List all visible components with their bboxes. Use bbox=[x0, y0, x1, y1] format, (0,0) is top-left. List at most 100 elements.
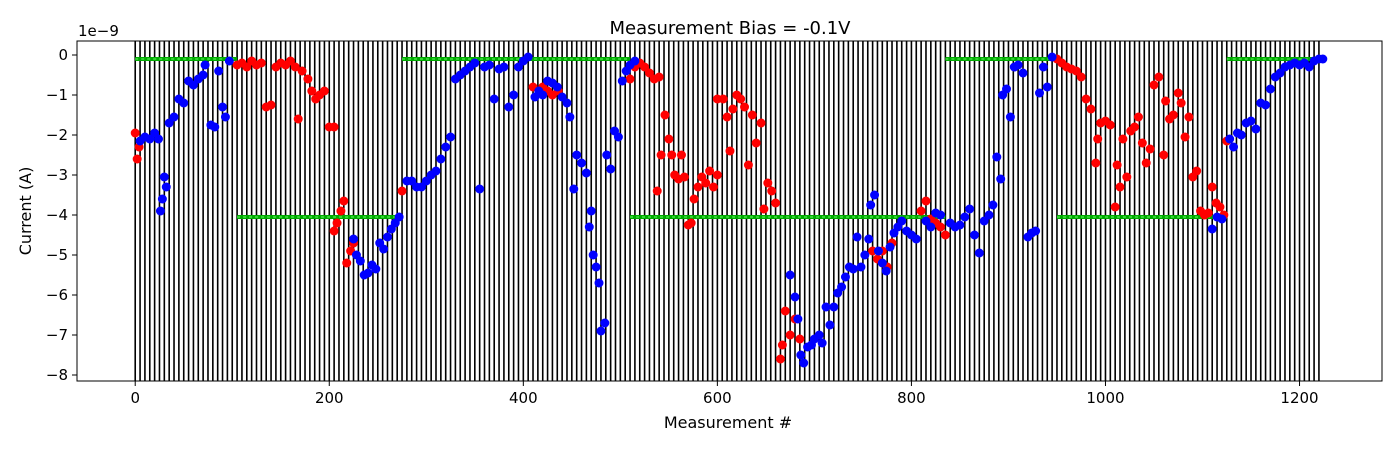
data-point bbox=[1110, 202, 1120, 212]
data-point bbox=[640, 62, 650, 72]
y-tick-label: −5 bbox=[46, 246, 68, 264]
data-point bbox=[617, 76, 627, 86]
data-point bbox=[1246, 116, 1256, 126]
data-point bbox=[625, 74, 635, 84]
data-point bbox=[220, 112, 230, 122]
data-point bbox=[499, 62, 509, 72]
data-point bbox=[1105, 120, 1115, 130]
data-point bbox=[916, 206, 926, 216]
data-point bbox=[848, 264, 858, 274]
data-point bbox=[1118, 134, 1128, 144]
data-point bbox=[1112, 160, 1122, 170]
data-point bbox=[504, 102, 514, 112]
data-point bbox=[586, 206, 596, 216]
data-point bbox=[1192, 166, 1202, 176]
data-point bbox=[1086, 104, 1096, 114]
data-point bbox=[1130, 122, 1140, 132]
data-point bbox=[557, 92, 567, 102]
data-point bbox=[446, 132, 456, 142]
y-tick-label: −3 bbox=[46, 166, 68, 184]
data-point bbox=[664, 134, 674, 144]
data-point bbox=[660, 110, 670, 120]
data-point bbox=[799, 358, 809, 368]
data-point bbox=[1149, 80, 1159, 90]
data-point bbox=[829, 302, 839, 312]
data-point bbox=[743, 160, 753, 170]
data-point bbox=[1304, 62, 1314, 72]
data-point bbox=[940, 230, 950, 240]
x-tick-label: 1200 bbox=[1280, 389, 1318, 407]
data-point bbox=[936, 210, 946, 220]
data-point bbox=[840, 272, 850, 282]
data-point bbox=[1207, 224, 1217, 234]
data-point bbox=[652, 186, 662, 196]
data-point bbox=[705, 166, 715, 176]
data-point bbox=[513, 62, 523, 72]
data-point bbox=[371, 264, 381, 274]
data-point bbox=[1133, 112, 1143, 122]
y-axis-ticks: 0 −1 −2 −3 −4 −5 −6 −7 −8 bbox=[46, 46, 77, 384]
data-point bbox=[1229, 142, 1239, 152]
data-point bbox=[926, 222, 936, 232]
data-point bbox=[290, 62, 300, 72]
data-point bbox=[864, 234, 874, 244]
data-point bbox=[965, 204, 975, 214]
data-point bbox=[790, 292, 800, 302]
y-tick-label: −1 bbox=[46, 86, 68, 104]
data-point bbox=[969, 230, 979, 240]
data-point bbox=[307, 86, 317, 96]
data-point bbox=[1176, 98, 1186, 108]
data-point bbox=[397, 186, 407, 196]
data-point bbox=[293, 114, 303, 124]
plot-frame bbox=[76, 40, 1383, 382]
data-point bbox=[686, 218, 696, 228]
data-point bbox=[960, 212, 970, 222]
data-point bbox=[407, 176, 417, 186]
data-point bbox=[1047, 52, 1057, 62]
data-point bbox=[613, 132, 623, 142]
data-point bbox=[644, 68, 654, 78]
data-point bbox=[795, 334, 805, 344]
data-point bbox=[159, 172, 169, 182]
data-point bbox=[1005, 112, 1015, 122]
data-point bbox=[955, 220, 965, 230]
data-point bbox=[759, 204, 769, 214]
data-point bbox=[1002, 84, 1012, 94]
data-point bbox=[740, 102, 750, 112]
data-point bbox=[319, 86, 329, 96]
data-point bbox=[921, 196, 931, 206]
data-point bbox=[856, 262, 866, 272]
x-tick-label: 0 bbox=[130, 389, 140, 407]
data-point bbox=[297, 66, 307, 76]
data-point bbox=[1013, 60, 1023, 70]
data-point bbox=[1159, 150, 1169, 160]
data-point bbox=[329, 226, 339, 236]
data-point bbox=[256, 58, 266, 68]
data-point bbox=[242, 62, 252, 72]
data-point bbox=[596, 326, 606, 336]
data-point bbox=[266, 100, 276, 110]
data-point bbox=[336, 206, 346, 216]
data-point bbox=[188, 80, 198, 90]
data-point bbox=[693, 182, 703, 192]
data-point bbox=[1261, 100, 1271, 110]
data-point bbox=[837, 282, 847, 292]
data-points bbox=[130, 52, 1328, 368]
data-point bbox=[712, 170, 722, 180]
data-point bbox=[785, 330, 795, 340]
data-point bbox=[1076, 72, 1086, 82]
data-point bbox=[873, 246, 883, 256]
data-point bbox=[667, 150, 677, 160]
data-point bbox=[821, 302, 831, 312]
data-point bbox=[157, 194, 167, 204]
data-point bbox=[349, 234, 359, 244]
x-tick-label: 1000 bbox=[1086, 389, 1124, 407]
data-point bbox=[1236, 130, 1246, 140]
data-point bbox=[1207, 182, 1217, 192]
data-point bbox=[210, 122, 220, 132]
data-point bbox=[718, 94, 728, 104]
data-point bbox=[877, 258, 887, 268]
data-point bbox=[1184, 112, 1194, 122]
data-point bbox=[198, 70, 208, 80]
